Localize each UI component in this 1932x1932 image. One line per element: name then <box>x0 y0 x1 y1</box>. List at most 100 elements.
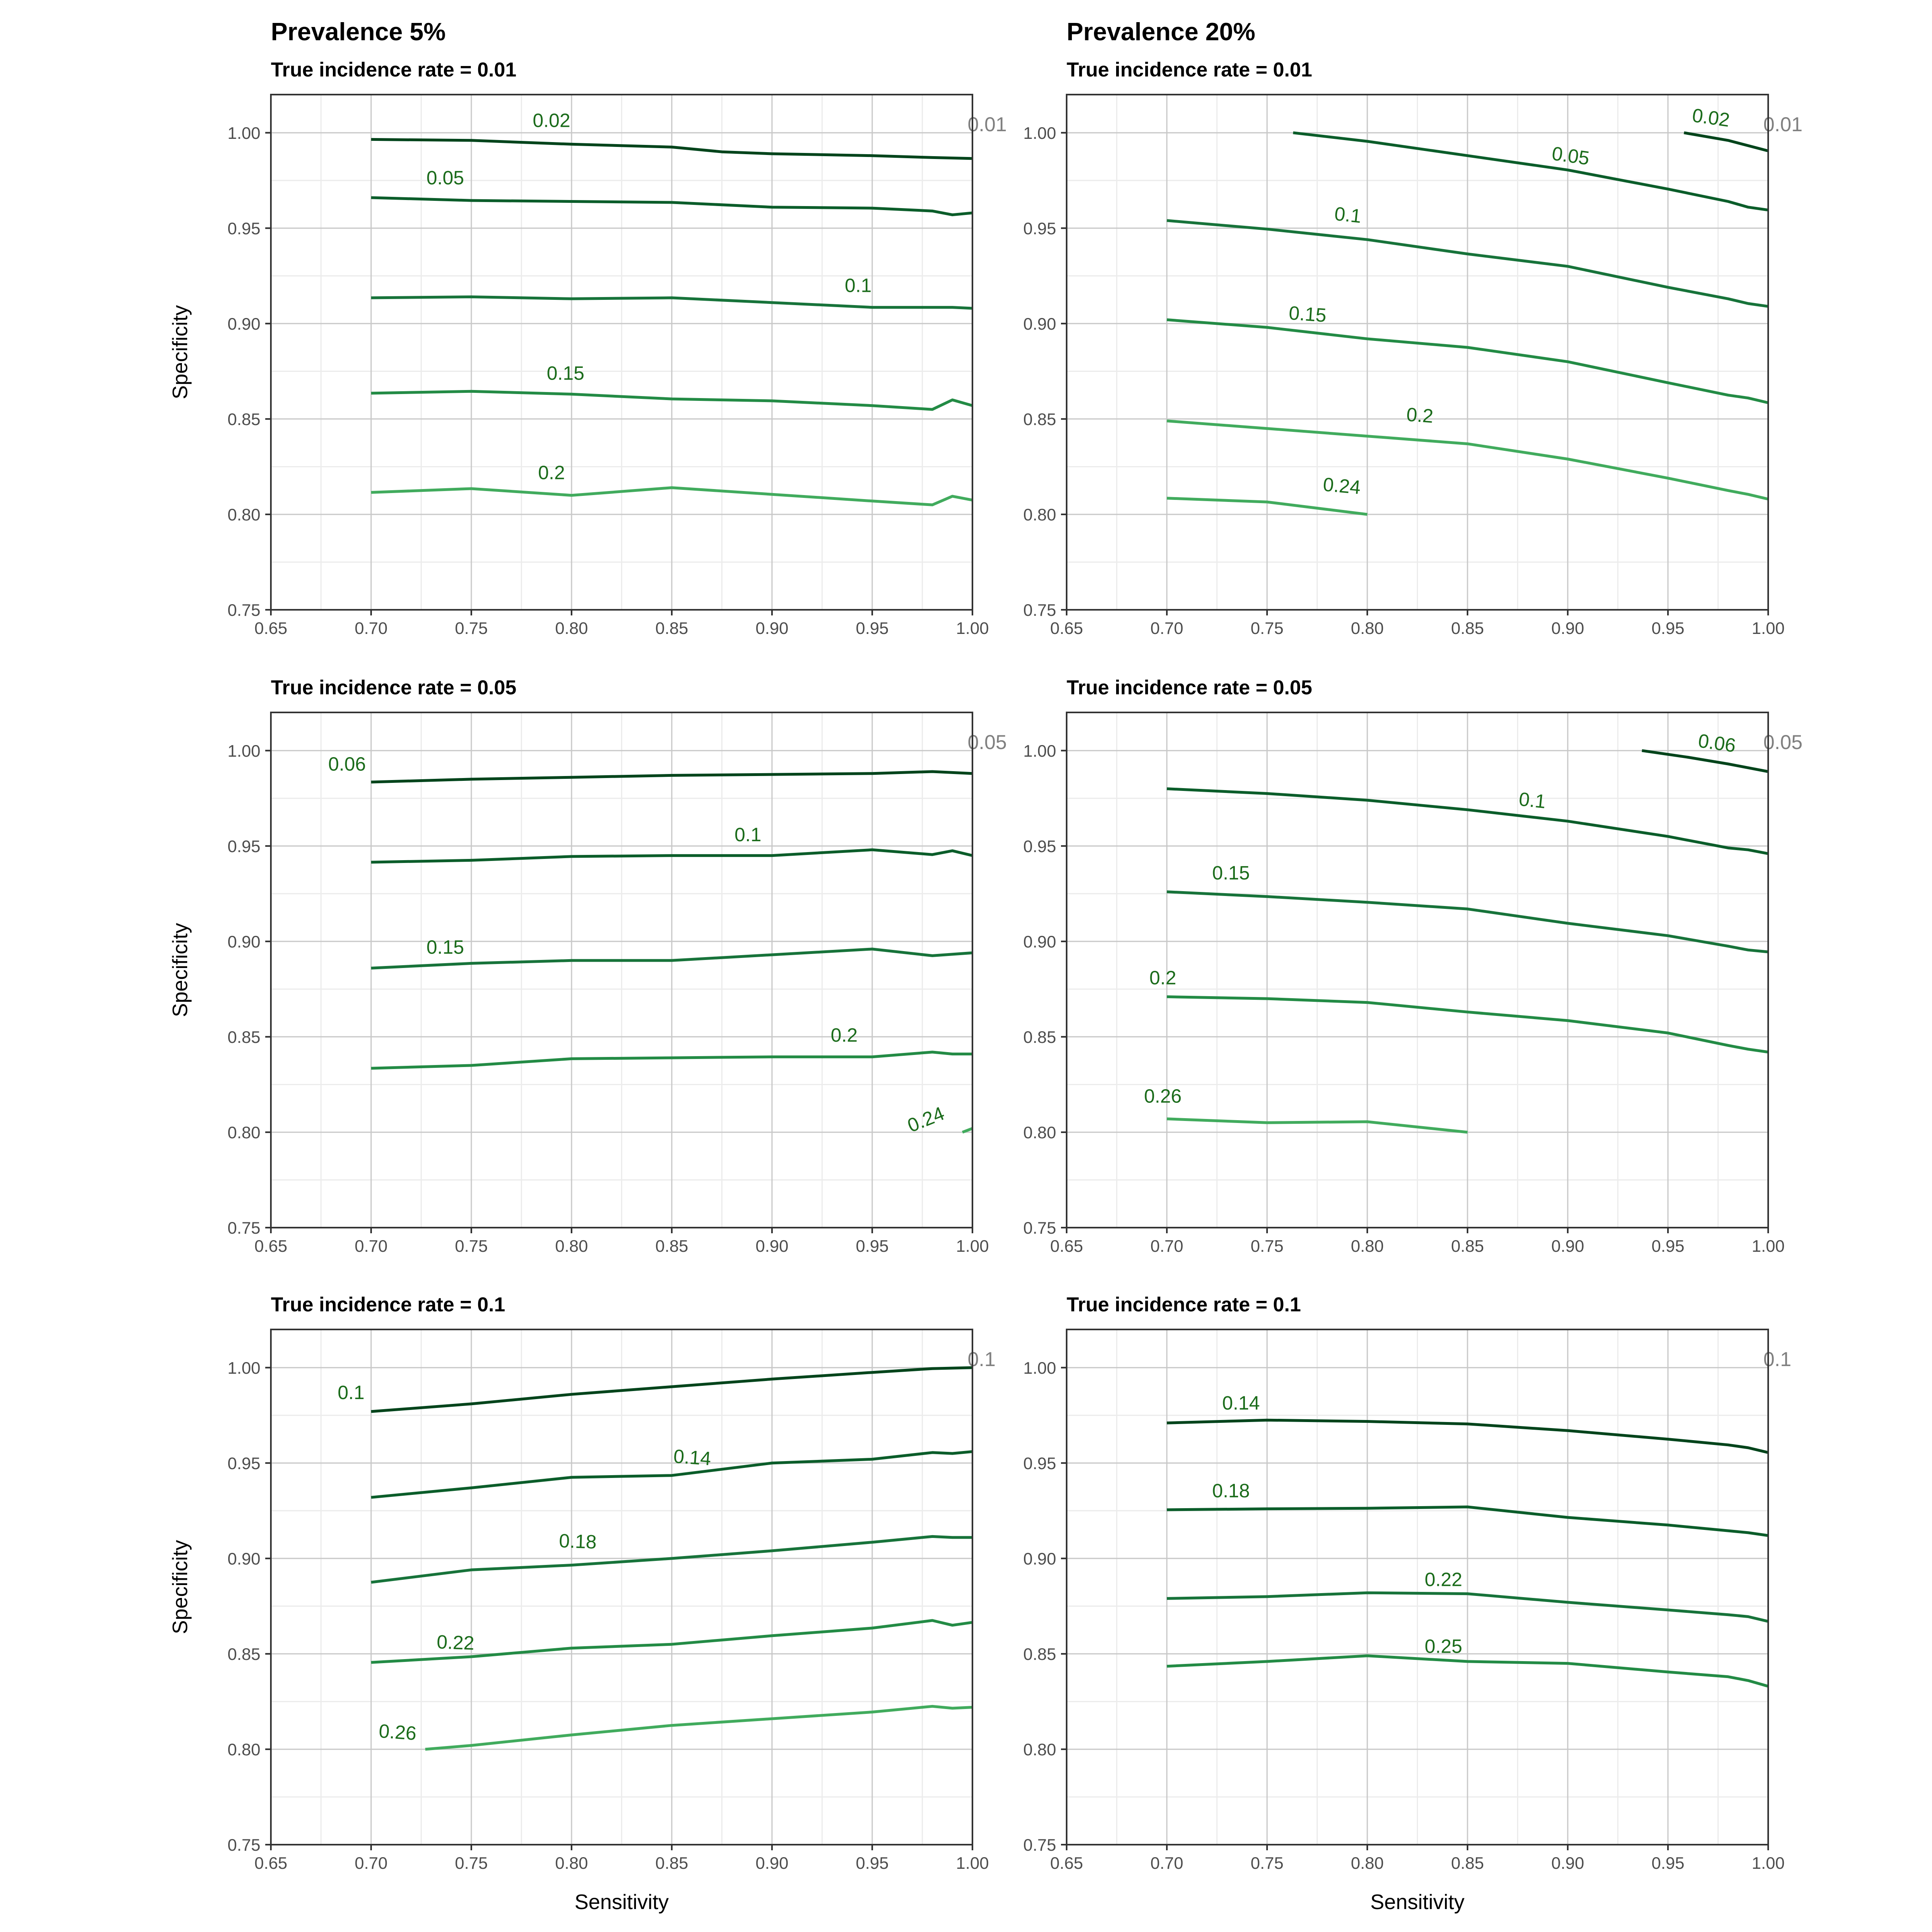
x-tick-label: 0.65 <box>254 1236 287 1255</box>
y-tick-label: 0.80 <box>227 1123 260 1142</box>
y-axis-label: Specificity <box>169 923 192 1017</box>
y-tick-label: 0.95 <box>1023 219 1056 238</box>
series-line <box>371 196 973 217</box>
panel-border <box>1066 1329 1769 1845</box>
x-tick-label: 0.85 <box>1451 1236 1484 1255</box>
x-tick-label: 0.95 <box>856 619 889 638</box>
y-tick-label: 1.00 <box>1023 1358 1056 1377</box>
true-rate-label: 0.05 <box>968 731 1007 753</box>
x-tick-label: 0.85 <box>1451 1854 1484 1872</box>
panel-border <box>1066 712 1769 1228</box>
contour-label: 0.26 <box>1144 1086 1181 1107</box>
x-tick-label: 1.00 <box>1752 619 1785 638</box>
y-tick-label: 0.80 <box>1023 505 1056 524</box>
contour-label: 0.15 <box>427 937 464 958</box>
y-tick-label: 0.95 <box>1023 1454 1056 1473</box>
x-tick-label: 0.65 <box>1050 1236 1083 1255</box>
y-tick-label: 0.75 <box>227 1835 260 1854</box>
x-tick-label: 0.65 <box>1050 619 1083 638</box>
series-line <box>1166 497 1368 516</box>
series-line <box>1166 787 1769 855</box>
series-line <box>1293 131 1769 212</box>
panel-3: 0.06 0.1 0.15 0.2 0.26 0.05 0.65 0.70 0.75 0.80 0.… <box>1023 676 1802 1255</box>
contour-label: 0.1 <box>845 275 872 297</box>
x-tick-label: 0.75 <box>1251 1854 1284 1872</box>
y-tick-label: 0.75 <box>1023 1835 1056 1854</box>
series-line <box>962 1127 973 1134</box>
y-axis-label: Specificity <box>169 1540 192 1634</box>
y-tick-label: 1.00 <box>227 124 260 142</box>
series-line <box>1166 1654 1769 1688</box>
x-axis-label: Sensitivity <box>574 1891 669 1914</box>
contour-label: 0.18 <box>559 1530 597 1553</box>
y-tick-label: 0.85 <box>1023 410 1056 429</box>
contour-label: 0.15 <box>547 363 584 384</box>
contour-label: 0.1 <box>735 824 762 846</box>
contour-label: 0.2 <box>1150 968 1177 989</box>
series-line <box>371 848 973 864</box>
contour-label: 0.24 <box>1322 474 1362 499</box>
series-line <box>371 486 973 506</box>
panel-5: 0.140.180.220.250.10.65 0.70 0.75 0.80 0.85 0… <box>1023 1293 1791 1914</box>
contour-label: 0.06 <box>1697 730 1737 756</box>
x-tick-label: 0.95 <box>1651 619 1684 638</box>
panel-subtitle: True incidence rate = 0.05 <box>1067 676 1312 699</box>
contour-label: 0.1 <box>1333 203 1362 227</box>
series-line <box>371 295 973 310</box>
x-tick-label: 0.70 <box>355 619 388 638</box>
panel-border <box>270 712 973 1228</box>
series-line <box>371 1450 973 1499</box>
contour-label: 0.18 <box>1212 1480 1250 1502</box>
contour-label: 0.2 <box>538 462 565 483</box>
series-line <box>1166 1418 1769 1454</box>
series-line <box>371 770 973 784</box>
column-title: Prevalence 5% <box>271 18 446 46</box>
y-tick-label: 0.90 <box>1023 1549 1056 1568</box>
x-tick-label: 0.80 <box>555 619 588 638</box>
x-tick-label: 1.00 <box>956 1236 989 1255</box>
series-line <box>371 138 973 160</box>
y-tick-label: 0.80 <box>1023 1740 1056 1759</box>
y-tick-label: 0.85 <box>1023 1645 1056 1664</box>
panel-1: 0.02 0.05 0.1 0.15 0.2 0.24 0.01 0.65 0.70 0.75 0.… <box>1023 18 1802 638</box>
y-tick-label: 1.00 <box>227 741 260 760</box>
x-tick-label: 0.90 <box>1551 619 1584 638</box>
y-tick-label: 0.80 <box>227 505 260 524</box>
contour-label: 0.15 <box>1212 863 1250 884</box>
series-line <box>1166 995 1769 1054</box>
panel-subtitle: True incidence rate = 0.01 <box>271 58 516 81</box>
contour-label: 0.26 <box>378 1721 417 1744</box>
contour-label: 0.22 <box>436 1631 475 1654</box>
series-line <box>1166 890 1769 954</box>
x-tick-label: 0.65 <box>254 1854 287 1872</box>
x-tick-label: 0.95 <box>856 1854 889 1872</box>
x-tick-label: 0.80 <box>1351 1854 1384 1872</box>
panel-0: 0.02 0.05 0.1 0.15 0.2 0.01 0.65 0.70 0.75 0.80 0.… <box>169 18 1007 638</box>
series-line <box>1684 131 1769 153</box>
x-tick-label: 0.90 <box>1551 1854 1584 1872</box>
panel-border <box>1066 94 1769 611</box>
y-tick-label: 0.75 <box>1023 601 1056 619</box>
true-rate-label: 0.01 <box>968 113 1007 136</box>
x-tick-label: 0.80 <box>555 1854 588 1872</box>
x-tick-label: 1.00 <box>956 1854 989 1872</box>
contour-label: 0.24 <box>904 1103 947 1137</box>
y-tick-label: 0.95 <box>227 219 260 238</box>
series-line <box>371 1619 973 1664</box>
panel-border <box>270 94 973 611</box>
x-tick-label: 0.80 <box>1351 1236 1384 1255</box>
x-tick-label: 0.65 <box>1050 1854 1083 1872</box>
contour-label: 0.02 <box>1691 105 1731 131</box>
series-line <box>1166 1505 1769 1537</box>
x-tick-label: 0.75 <box>1251 1236 1284 1255</box>
y-tick-label: 1.00 <box>227 1358 260 1377</box>
y-tick-label: 0.95 <box>1023 837 1056 856</box>
x-tick-label: 0.85 <box>655 1854 688 1872</box>
x-tick-label: 0.80 <box>1351 619 1384 638</box>
contour-label: 0.22 <box>1425 1569 1462 1591</box>
y-tick-label: 0.80 <box>227 1740 260 1759</box>
panel-subtitle: True incidence rate = 0.1 <box>271 1293 505 1316</box>
y-tick-label: 0.90 <box>227 1549 260 1568</box>
x-tick-label: 0.70 <box>1150 1854 1183 1872</box>
